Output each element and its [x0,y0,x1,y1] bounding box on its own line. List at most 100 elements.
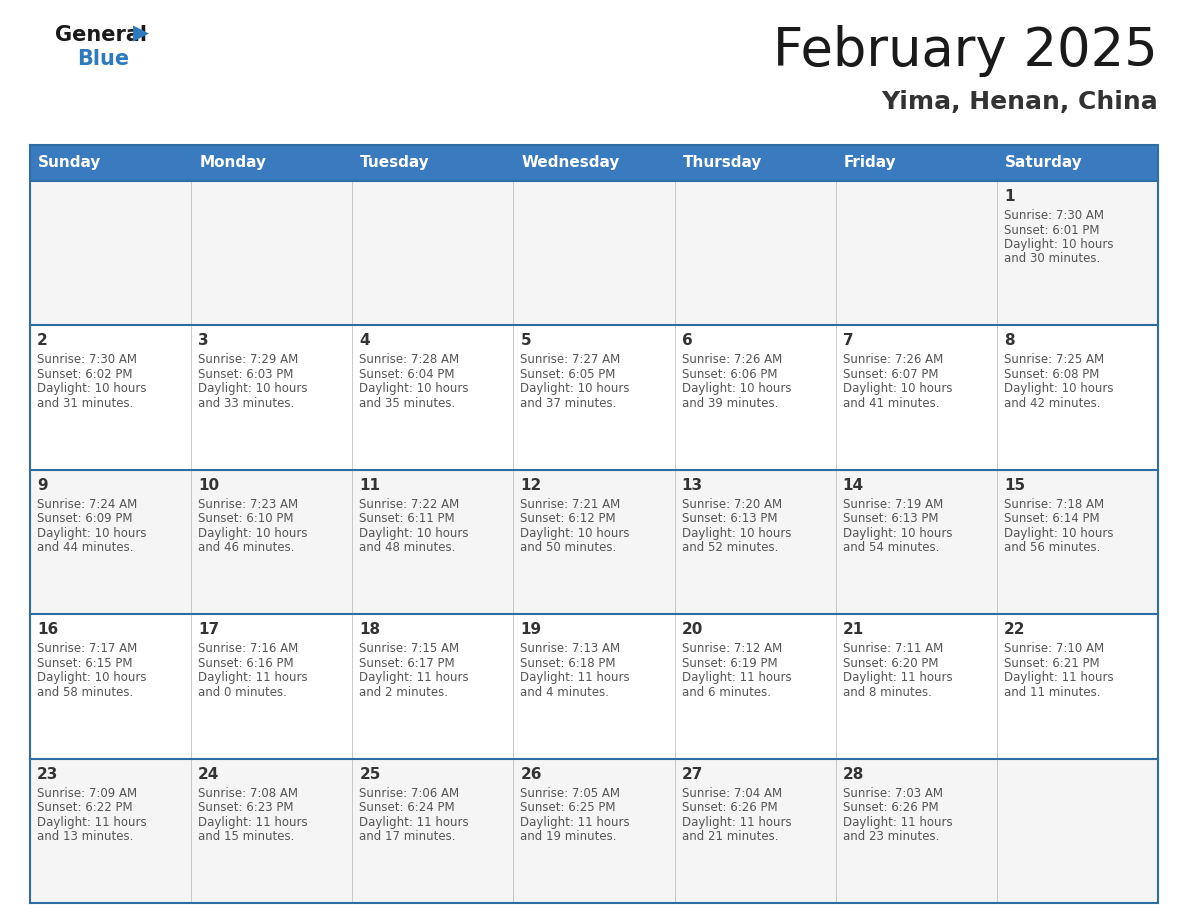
Text: Sunset: 6:15 PM: Sunset: 6:15 PM [37,656,133,670]
Text: Sunrise: 7:12 AM: Sunrise: 7:12 AM [682,643,782,655]
Text: Sunset: 6:10 PM: Sunset: 6:10 PM [198,512,293,525]
Text: Daylight: 10 hours: Daylight: 10 hours [37,383,146,396]
Text: Sunrise: 7:21 AM: Sunrise: 7:21 AM [520,498,620,510]
Text: and 44 minutes.: and 44 minutes. [37,542,133,554]
Text: Sunset: 6:16 PM: Sunset: 6:16 PM [198,656,293,670]
Text: Daylight: 10 hours: Daylight: 10 hours [520,527,630,540]
Text: and 54 minutes.: and 54 minutes. [842,542,939,554]
Text: Daylight: 10 hours: Daylight: 10 hours [1004,238,1113,251]
Text: Sunset: 6:18 PM: Sunset: 6:18 PM [520,656,615,670]
Text: Daylight: 10 hours: Daylight: 10 hours [842,383,953,396]
Text: Thursday: Thursday [683,155,762,171]
Text: Yima, Henan, China: Yima, Henan, China [881,90,1158,114]
Text: Daylight: 11 hours: Daylight: 11 hours [520,671,630,684]
Text: and 35 minutes.: and 35 minutes. [359,397,455,410]
Text: Daylight: 11 hours: Daylight: 11 hours [198,815,308,829]
Text: Sunset: 6:04 PM: Sunset: 6:04 PM [359,368,455,381]
Text: Sunset: 6:07 PM: Sunset: 6:07 PM [842,368,939,381]
Text: Sunset: 6:25 PM: Sunset: 6:25 PM [520,801,615,814]
Text: and 13 minutes.: and 13 minutes. [37,830,133,843]
Text: Sunset: 6:23 PM: Sunset: 6:23 PM [198,801,293,814]
Text: and 6 minutes.: and 6 minutes. [682,686,771,699]
Text: Daylight: 11 hours: Daylight: 11 hours [198,671,308,684]
Text: Sunset: 6:13 PM: Sunset: 6:13 PM [842,512,939,525]
Text: Sunrise: 7:26 AM: Sunrise: 7:26 AM [842,353,943,366]
Text: 15: 15 [1004,477,1025,493]
Text: Sunrise: 7:04 AM: Sunrise: 7:04 AM [682,787,782,800]
Text: Sunset: 6:05 PM: Sunset: 6:05 PM [520,368,615,381]
Text: Sunrise: 7:03 AM: Sunrise: 7:03 AM [842,787,943,800]
Text: Daylight: 10 hours: Daylight: 10 hours [520,383,630,396]
Text: Sunrise: 7:25 AM: Sunrise: 7:25 AM [1004,353,1104,366]
Text: and 17 minutes.: and 17 minutes. [359,830,456,843]
Text: and 15 minutes.: and 15 minutes. [198,830,295,843]
Text: Daylight: 10 hours: Daylight: 10 hours [682,527,791,540]
Text: Daylight: 11 hours: Daylight: 11 hours [37,815,146,829]
Text: Daylight: 10 hours: Daylight: 10 hours [1004,527,1113,540]
Text: and 37 minutes.: and 37 minutes. [520,397,617,410]
Text: and 19 minutes.: and 19 minutes. [520,830,617,843]
Text: 6: 6 [682,333,693,349]
Text: 21: 21 [842,622,864,637]
Text: Sunrise: 7:13 AM: Sunrise: 7:13 AM [520,643,620,655]
Text: and 56 minutes.: and 56 minutes. [1004,542,1100,554]
Text: Sunset: 6:01 PM: Sunset: 6:01 PM [1004,223,1099,237]
Text: Daylight: 11 hours: Daylight: 11 hours [842,671,953,684]
Text: Sunrise: 7:15 AM: Sunrise: 7:15 AM [359,643,460,655]
Text: Sunrise: 7:24 AM: Sunrise: 7:24 AM [37,498,138,510]
Text: Sunrise: 7:18 AM: Sunrise: 7:18 AM [1004,498,1104,510]
Text: Sunset: 6:20 PM: Sunset: 6:20 PM [842,656,939,670]
Text: and 41 minutes.: and 41 minutes. [842,397,940,410]
Bar [30,470,1158,614]
Text: 9: 9 [37,477,48,493]
Text: 4: 4 [359,333,369,349]
Text: Sunrise: 7:22 AM: Sunrise: 7:22 AM [359,498,460,510]
Text: Sunrise: 7:27 AM: Sunrise: 7:27 AM [520,353,620,366]
Bar [30,325,1158,470]
Text: Wednesday: Wednesday [522,155,620,171]
Text: Daylight: 11 hours: Daylight: 11 hours [842,815,953,829]
Text: 11: 11 [359,477,380,493]
Text: Daylight: 11 hours: Daylight: 11 hours [682,815,791,829]
Text: Sunrise: 7:16 AM: Sunrise: 7:16 AM [198,643,298,655]
Text: and 23 minutes.: and 23 minutes. [842,830,939,843]
Text: Sunset: 6:26 PM: Sunset: 6:26 PM [842,801,939,814]
Bar [30,181,1158,325]
Text: and 8 minutes.: and 8 minutes. [842,686,931,699]
Text: 10: 10 [198,477,220,493]
Text: Daylight: 11 hours: Daylight: 11 hours [682,671,791,684]
Text: Sunset: 6:26 PM: Sunset: 6:26 PM [682,801,777,814]
Text: Sunrise: 7:28 AM: Sunrise: 7:28 AM [359,353,460,366]
Text: Sunday: Sunday [38,155,101,171]
Text: February 2025: February 2025 [773,25,1158,77]
Text: 12: 12 [520,477,542,493]
Text: Daylight: 11 hours: Daylight: 11 hours [1004,671,1113,684]
Text: Sunset: 6:11 PM: Sunset: 6:11 PM [359,512,455,525]
Text: Monday: Monday [200,155,266,171]
Text: Daylight: 10 hours: Daylight: 10 hours [198,383,308,396]
Text: Sunset: 6:09 PM: Sunset: 6:09 PM [37,512,133,525]
Text: 23: 23 [37,767,58,781]
Text: Sunset: 6:13 PM: Sunset: 6:13 PM [682,512,777,525]
Text: and 42 minutes.: and 42 minutes. [1004,397,1100,410]
Text: 2: 2 [37,333,48,349]
Text: and 11 minutes.: and 11 minutes. [1004,686,1100,699]
Bar [30,145,1158,181]
Text: General: General [55,25,147,45]
Text: Daylight: 10 hours: Daylight: 10 hours [37,527,146,540]
Text: Daylight: 10 hours: Daylight: 10 hours [198,527,308,540]
Text: Sunrise: 7:30 AM: Sunrise: 7:30 AM [37,353,137,366]
Text: and 52 minutes.: and 52 minutes. [682,542,778,554]
Text: 24: 24 [198,767,220,781]
Text: and 31 minutes.: and 31 minutes. [37,397,133,410]
Text: 5: 5 [520,333,531,349]
Text: 26: 26 [520,767,542,781]
Text: 16: 16 [37,622,58,637]
Text: Sunset: 6:17 PM: Sunset: 6:17 PM [359,656,455,670]
Text: Sunset: 6:14 PM: Sunset: 6:14 PM [1004,512,1099,525]
Text: Daylight: 10 hours: Daylight: 10 hours [37,671,146,684]
Text: 25: 25 [359,767,380,781]
Text: Daylight: 10 hours: Daylight: 10 hours [359,383,469,396]
Text: ▶: ▶ [133,23,148,43]
Text: 13: 13 [682,477,702,493]
